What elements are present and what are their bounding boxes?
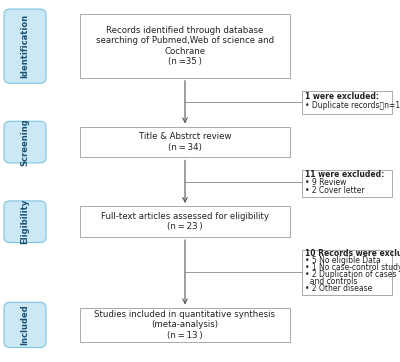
FancyBboxPatch shape <box>80 308 290 342</box>
Text: Identification: Identification <box>20 14 30 78</box>
FancyBboxPatch shape <box>4 9 46 83</box>
FancyBboxPatch shape <box>4 201 46 243</box>
Text: 11 were excluded:: 11 were excluded: <box>305 170 384 179</box>
FancyBboxPatch shape <box>80 14 290 78</box>
Text: and controls: and controls <box>305 277 358 286</box>
FancyBboxPatch shape <box>302 170 392 197</box>
Text: • 2 Other disease: • 2 Other disease <box>305 284 372 293</box>
FancyBboxPatch shape <box>302 250 392 295</box>
Text: Title & Abstrct review
(n = 34): Title & Abstrct review (n = 34) <box>139 132 231 152</box>
Text: • Duplicate records（n=1）: • Duplicate records（n=1） <box>305 101 400 110</box>
FancyBboxPatch shape <box>4 302 46 348</box>
Text: Eligibility: Eligibility <box>20 199 30 244</box>
Text: • 9 Review: • 9 Review <box>305 178 346 187</box>
Text: Studies included in quantitative synthesis
(meta-analysis)
(n = 13 ): Studies included in quantitative synthes… <box>94 310 276 340</box>
Text: Included: Included <box>20 304 30 345</box>
Text: • 2 Cover letter: • 2 Cover letter <box>305 186 365 195</box>
Text: 10 Records were excluded:: 10 Records were excluded: <box>305 249 400 258</box>
FancyBboxPatch shape <box>80 206 290 237</box>
Text: Screening: Screening <box>20 118 30 166</box>
FancyBboxPatch shape <box>80 127 290 157</box>
Text: • 1 No case-control study: • 1 No case-control study <box>305 264 400 272</box>
Text: 1 were excluded:: 1 were excluded: <box>305 92 379 101</box>
FancyBboxPatch shape <box>302 90 392 114</box>
Text: • 2 Duplication of cases: • 2 Duplication of cases <box>305 270 397 279</box>
Text: Records identified through database
searching of Pubmed,Web of science and
Cochr: Records identified through database sear… <box>96 26 274 66</box>
FancyBboxPatch shape <box>4 121 46 163</box>
Text: Full-text articles assessed for eligibility
(n = 23 ): Full-text articles assessed for eligibil… <box>101 212 269 231</box>
Text: • 5 No eligible Data: • 5 No eligible Data <box>305 256 381 265</box>
